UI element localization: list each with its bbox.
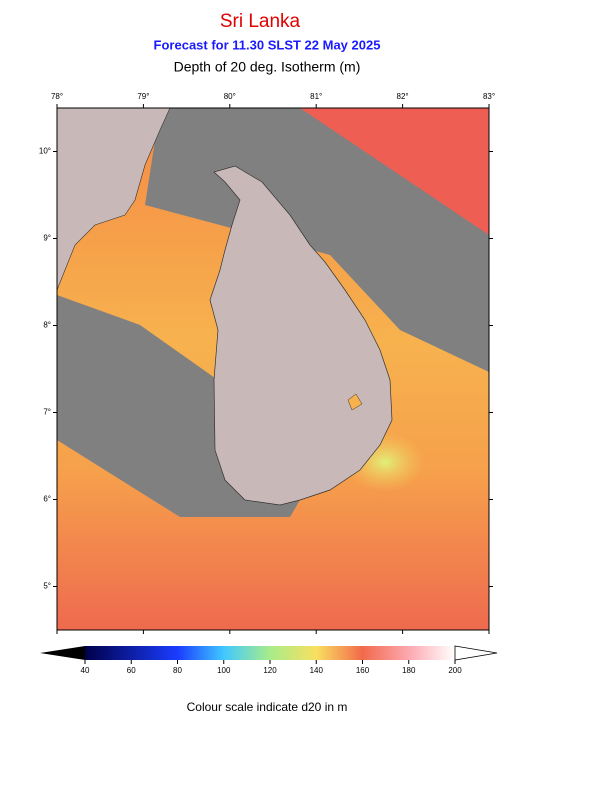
variable-title: Depth of 20 deg. Isotherm (m) bbox=[174, 59, 361, 75]
x-tick-label: 79° bbox=[137, 92, 149, 101]
colorbar-tick-label: 120 bbox=[263, 666, 277, 675]
map-area bbox=[57, 108, 489, 630]
title: Sri Lanka bbox=[220, 11, 301, 32]
colorbar-tick-label: 40 bbox=[81, 666, 90, 675]
colorbar-tick-label: 200 bbox=[448, 666, 462, 675]
lagoon bbox=[347, 393, 363, 411]
colorbar-ticks: 40 60 80 100 120 140 160 180 200 bbox=[81, 660, 462, 675]
axis-ticks: 78° 79° 80° 81° 82° 83° 5° 6° 7° 8° 9° 10° bbox=[39, 92, 495, 634]
colorbar-tick-label: 180 bbox=[402, 666, 416, 675]
sri-lanka-land bbox=[209, 165, 393, 506]
colorbar-tick-label: 100 bbox=[217, 666, 231, 675]
x-tick-label: 81° bbox=[310, 92, 322, 101]
x-tick-label: 83° bbox=[483, 92, 495, 101]
caption: Colour scale indicate d20 in m bbox=[187, 700, 348, 714]
x-tick-label: 78° bbox=[51, 92, 63, 101]
colorbar-tick-label: 60 bbox=[127, 666, 136, 675]
colorbar-tick-label: 80 bbox=[173, 666, 182, 675]
map-frame bbox=[56, 107, 490, 631]
colorbar-under bbox=[40, 646, 85, 660]
x-tick-label: 82° bbox=[397, 92, 409, 101]
y-tick-label: 9° bbox=[43, 234, 51, 243]
colorbar-tick-label: 140 bbox=[310, 666, 324, 675]
no-data bbox=[57, 295, 218, 517]
colorbar-over bbox=[454, 645, 498, 661]
y-tick-label: 5° bbox=[43, 582, 51, 591]
x-tick-label: 80° bbox=[224, 92, 236, 101]
y-tick-label: 8° bbox=[43, 321, 51, 330]
colorbar-tick-label: 160 bbox=[356, 666, 370, 675]
subtitle: Forecast for 11.30 SLST 22 May 2025 bbox=[154, 37, 381, 52]
india-land bbox=[57, 108, 171, 291]
y-tick-label: 10° bbox=[39, 147, 51, 156]
y-tick-label: 7° bbox=[43, 408, 51, 417]
colorbar bbox=[85, 646, 455, 660]
y-tick-label: 6° bbox=[43, 495, 51, 504]
